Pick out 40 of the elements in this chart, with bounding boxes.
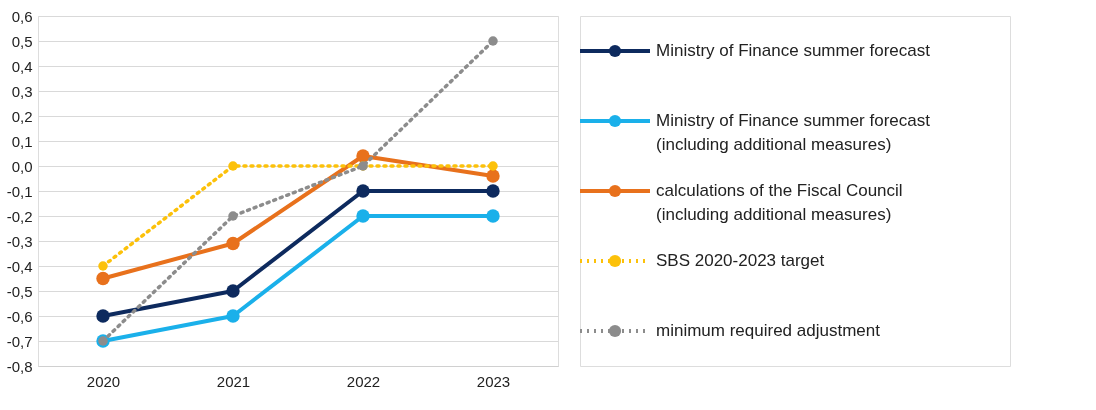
y-tick-label: -0,7 (6, 332, 33, 350)
x-tick-label: 2022 (346, 372, 381, 390)
point (228, 161, 238, 171)
point (356, 149, 370, 163)
point (98, 261, 108, 271)
point (486, 184, 500, 198)
point (356, 209, 370, 223)
y-tick-label: -0,6 (6, 307, 33, 325)
legend-label: calculations of the Fiscal Council (including additional measures) (656, 181, 903, 224)
y-tick-label: 0,0 (11, 157, 33, 175)
legend-label: Ministry of Finance summer forecast (656, 41, 931, 60)
y-tick-label: -0,4 (6, 257, 33, 275)
point (226, 309, 240, 323)
point (486, 209, 500, 223)
y-tick-label: -0,3 (6, 232, 33, 250)
y-tick-label: -0,1 (6, 182, 33, 200)
y-tick-label: -0,8 (6, 357, 33, 375)
y-tick-label: -0,2 (6, 207, 33, 225)
y-tick-label: -0,5 (6, 282, 33, 300)
y-tick-label: 0,5 (11, 32, 33, 50)
y-tick-label: 0,6 (11, 7, 33, 25)
y-tick-label: 0,4 (11, 57, 33, 75)
legend-label: SBS 2020-2023 target (656, 251, 825, 270)
point (488, 161, 498, 171)
point (226, 236, 240, 251)
x-tick-label: 2021 (216, 372, 251, 390)
point (486, 169, 500, 183)
y-tick-label: 0,1 (11, 132, 33, 150)
point (96, 271, 110, 286)
y-tick-label: 0,2 (11, 107, 33, 125)
point (488, 36, 498, 46)
point (96, 309, 110, 323)
point (356, 184, 370, 198)
legend-label: minimum required adjustment (656, 321, 881, 340)
point (228, 211, 238, 221)
y-tick-label: 0,3 (11, 82, 33, 100)
x-tick-label: 2020 (86, 372, 121, 390)
point (226, 284, 240, 298)
x-tick-label: 2023 (476, 372, 511, 390)
legend-label: Ministry of Finance summer forecast (including additional measures) (656, 111, 931, 154)
